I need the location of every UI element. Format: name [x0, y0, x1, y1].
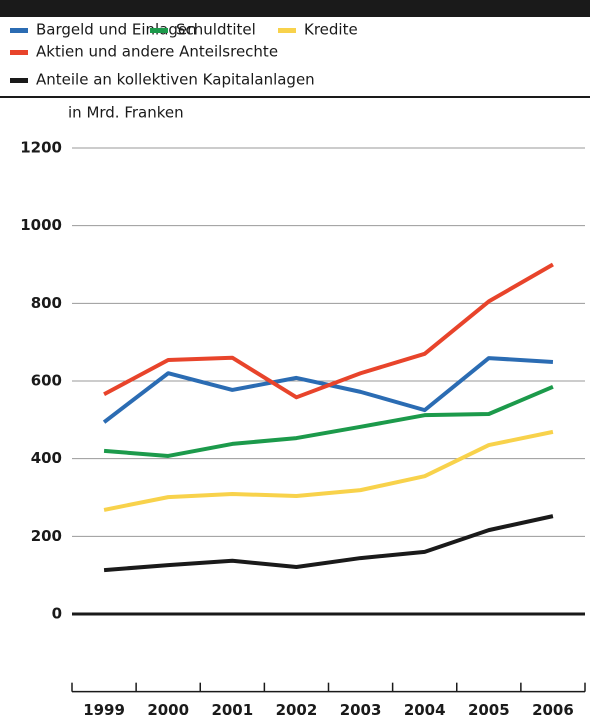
y-tick-label: 0 — [52, 605, 62, 623]
y-tick-label: 200 — [31, 527, 62, 545]
legend-label: Schuldtitel — [176, 21, 256, 39]
y-tick-label: 400 — [31, 449, 62, 467]
series-line — [103, 429, 554, 512]
x-tick-label: 1999 — [83, 701, 125, 717]
x-tick-label: 2001 — [211, 701, 253, 717]
legend-swatch — [278, 28, 296, 33]
x-tick-label: 2004 — [404, 701, 446, 717]
legend-swatch — [10, 28, 28, 33]
series-line — [103, 262, 554, 400]
legend-label: Kredite — [304, 21, 358, 39]
y-tick-label: 800 — [31, 294, 62, 312]
x-tick-label: 2003 — [340, 701, 382, 717]
legend-label: Bargeld und Einlagen — [36, 21, 197, 39]
series-line — [103, 384, 554, 458]
series-line — [103, 514, 554, 573]
x-tick-label: 2000 — [147, 701, 189, 717]
x-tick-label: 2005 — [468, 701, 510, 717]
legend-swatch — [10, 50, 28, 55]
legend-swatch — [150, 28, 168, 33]
x-tick-label: 2002 — [276, 701, 318, 717]
y-axis-label: in Mrd. Franken — [68, 104, 184, 122]
legend-label: Aktien und andere Anteilsrechte — [36, 43, 278, 61]
y-tick-label: 600 — [31, 372, 62, 390]
top-bar — [0, 0, 590, 17]
legend-label: Anteile an kollektiven Kapitalanlagen — [36, 71, 315, 89]
legend-swatch — [10, 78, 28, 83]
x-tick-label: 2006 — [532, 701, 574, 717]
y-tick-label: 1000 — [20, 216, 62, 234]
y-tick-label: 1200 — [20, 139, 62, 157]
